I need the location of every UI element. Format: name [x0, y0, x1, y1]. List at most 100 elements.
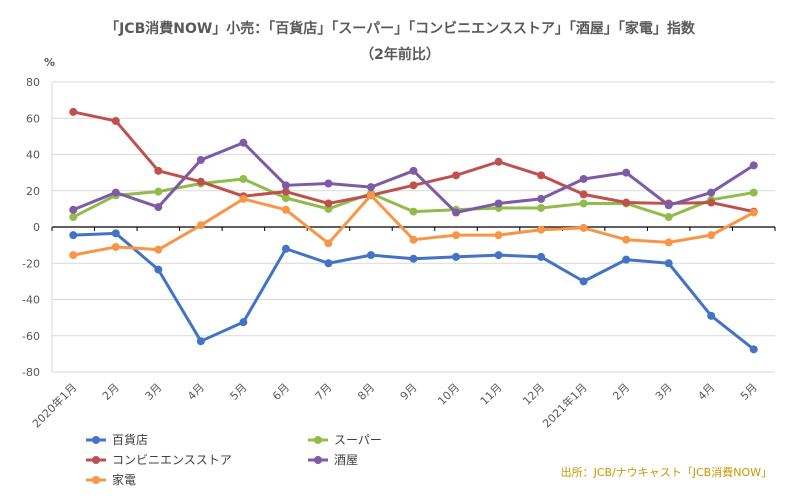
- legend-marker: [92, 456, 100, 464]
- data-point: [749, 208, 758, 217]
- data-point: [196, 177, 205, 186]
- data-point: [154, 245, 163, 254]
- data-point: [707, 231, 716, 240]
- data-point: [324, 259, 333, 268]
- data-point: [409, 235, 418, 244]
- data-point: [281, 244, 290, 253]
- x-tick-label: 9月: [398, 381, 420, 403]
- data-point: [69, 107, 78, 116]
- x-tick-label: 4月: [695, 381, 717, 403]
- data-point: [111, 188, 120, 197]
- data-point: [749, 161, 758, 170]
- data-point: [409, 181, 418, 190]
- x-tick-label: 10月: [435, 381, 462, 408]
- data-point: [579, 190, 588, 199]
- data-point: [324, 179, 333, 188]
- data-point: [154, 203, 163, 212]
- x-tick-label: 2月: [100, 381, 122, 403]
- data-point: [409, 166, 418, 175]
- data-point: [452, 171, 461, 180]
- data-point: [154, 187, 163, 196]
- x-tick-label: 4月: [185, 381, 207, 403]
- chart-subtitle: （2年前比）: [360, 47, 440, 63]
- x-tick-label: 2月: [610, 381, 632, 403]
- legend-marker: [314, 436, 322, 444]
- y-tick-label: -60: [22, 330, 40, 343]
- data-point: [154, 166, 163, 175]
- data-point: [622, 168, 631, 177]
- data-point: [622, 235, 631, 244]
- data-point: [239, 174, 248, 183]
- x-tick-label: 2021年1月: [540, 380, 590, 430]
- data-point: [452, 208, 461, 217]
- x-tick-label: 3月: [143, 381, 165, 403]
- data-point: [537, 171, 546, 180]
- y-tick-label: 0: [33, 221, 40, 234]
- y-tick-label: 20: [26, 185, 40, 198]
- data-point: [452, 231, 461, 240]
- data-point: [494, 157, 503, 166]
- x-tick-label: 7月: [313, 381, 335, 403]
- data-point: [239, 194, 248, 203]
- x-tick-label: 3月: [653, 381, 675, 403]
- y-axis-unit: %: [44, 56, 55, 69]
- data-point: [196, 337, 205, 346]
- data-point: [69, 251, 78, 260]
- y-tick-label: -20: [22, 257, 40, 270]
- x-tick-label: 5月: [228, 381, 250, 403]
- data-point: [749, 188, 758, 197]
- x-tick-label: 2020年1月: [29, 380, 79, 430]
- x-tick-label: 6月: [270, 381, 292, 403]
- legend-marker: [92, 436, 100, 444]
- data-point: [111, 116, 120, 125]
- data-point: [664, 213, 673, 222]
- data-point: [579, 174, 588, 183]
- series-line-2: [72, 110, 755, 214]
- data-point: [111, 242, 120, 251]
- data-point: [537, 252, 546, 261]
- y-tick-label: 40: [26, 149, 40, 162]
- x-tick-label: 5月: [738, 381, 760, 403]
- x-tick-label: 12月: [520, 381, 547, 408]
- data-point: [622, 255, 631, 264]
- data-point: [281, 194, 290, 202]
- legend-marker: [314, 456, 322, 464]
- y-tick-label: -40: [22, 294, 40, 307]
- data-point: [69, 205, 78, 214]
- data-point: [494, 199, 503, 208]
- data-point: [111, 229, 120, 238]
- legend-label: コンビニエンスストア: [112, 453, 232, 467]
- data-point: [537, 225, 546, 234]
- data-point: [664, 259, 673, 268]
- data-point: [196, 155, 205, 164]
- data-point: [69, 231, 78, 240]
- y-tick-label: 60: [26, 112, 40, 125]
- data-point: [281, 181, 290, 190]
- data-point: [281, 205, 290, 214]
- data-point: [707, 311, 716, 320]
- data-point: [749, 345, 758, 354]
- data-point: [239, 318, 248, 327]
- source-note: 出所：JCB/ナウキャスト「JCB消費NOW」: [561, 465, 772, 479]
- legend-label: 百貨店: [112, 432, 148, 447]
- data-point: [366, 251, 375, 260]
- legend-label: 酒屋: [334, 453, 358, 467]
- legend-marker: [92, 476, 100, 484]
- data-point: [324, 239, 333, 248]
- series-line-0: [73, 231, 755, 351]
- data-point: [622, 198, 631, 207]
- data-point: [366, 183, 375, 192]
- data-point: [579, 223, 588, 232]
- data-point: [409, 254, 418, 263]
- data-point: [366, 191, 375, 200]
- legend-label: 家電: [112, 472, 136, 487]
- data-point: [537, 194, 546, 203]
- data-point: [707, 188, 716, 197]
- data-point: [494, 231, 503, 240]
- data-point: [452, 252, 461, 261]
- chart-title: 「JCB消費NOW」小売：「百貨店」「スーパー」「コンビニエンスストア」「酒屋」…: [105, 21, 695, 37]
- data-point: [494, 251, 503, 260]
- legend-label: スーパー: [334, 433, 382, 447]
- x-tick-label: 11月: [478, 381, 505, 408]
